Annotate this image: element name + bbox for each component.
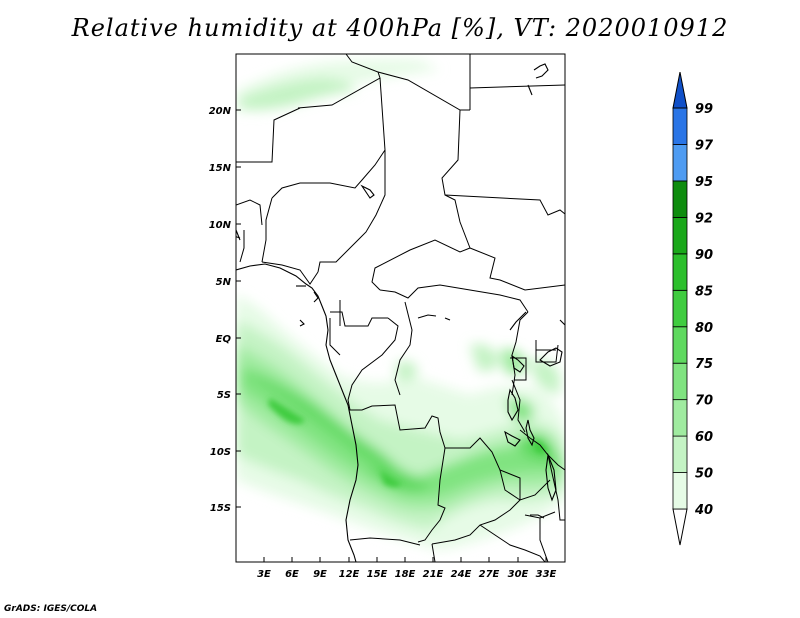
lon-tick-label: 6E bbox=[285, 569, 299, 580]
humidity-shading bbox=[236, 59, 565, 550]
lat-tick-label: 15S bbox=[210, 503, 231, 514]
lon-tick-label: 9E bbox=[313, 569, 327, 580]
colorbar-segment bbox=[672, 216, 688, 255]
lon-tick-label: 30E bbox=[508, 569, 529, 580]
colorbar-label: 95 bbox=[695, 175, 713, 190]
colorbar-segment bbox=[672, 180, 688, 218]
colorbar-label: 40 bbox=[694, 503, 713, 518]
colorbar-label: 80 bbox=[695, 321, 713, 336]
lon-tick-label: 18E bbox=[395, 569, 416, 580]
lon-tick-label: 33E bbox=[536, 569, 557, 580]
credit-text: GrADS: IGES/COLA bbox=[4, 604, 98, 614]
colorbar: 40 50 60 70 75 80 85 90 92 95 97 99 bbox=[672, 71, 714, 546]
colorbar-segment bbox=[672, 435, 688, 473]
colorbar-segment bbox=[672, 326, 688, 364]
colorbar-segment bbox=[672, 399, 688, 437]
colorbar-segment bbox=[672, 289, 688, 328]
map-title: Relative humidity at 400hPa [%], VT: 202… bbox=[71, 14, 729, 42]
colorbar-upper-triangle bbox=[672, 71, 688, 109]
colorbar-label: 60 bbox=[695, 430, 713, 445]
lat-tick-label: 20N bbox=[209, 106, 232, 117]
colorbar-label: 85 bbox=[695, 284, 713, 299]
colorbar-label: 75 bbox=[695, 357, 713, 372]
lon-tick-label: 24E bbox=[451, 569, 472, 580]
colorbar-segment bbox=[672, 107, 688, 145]
latitude-axis: 20N 15N 10N 5N EQ 5S 10S 15S bbox=[209, 106, 241, 514]
longitude-axis: 3E 6E 9E 12E 15E 18E 21E 24E 27E 30E 33E bbox=[257, 557, 557, 580]
lat-tick-label: 5N bbox=[216, 277, 232, 288]
colorbar-label: 92 bbox=[695, 211, 713, 226]
colorbar-label: 99 bbox=[695, 102, 713, 117]
colorbar-segment bbox=[672, 253, 688, 291]
lon-tick-label: 27E bbox=[479, 569, 500, 580]
colorbar-label: 90 bbox=[695, 248, 713, 263]
lon-tick-label: 12E bbox=[339, 569, 360, 580]
colorbar-lower-triangle bbox=[672, 508, 688, 546]
lat-tick-label: 10S bbox=[210, 447, 231, 458]
coastlines bbox=[236, 63, 565, 562]
lon-tick-label: 21E bbox=[423, 569, 444, 580]
colorbar-segment bbox=[672, 472, 688, 510]
lat-tick-label: 15N bbox=[209, 163, 232, 174]
lat-tick-label: EQ bbox=[216, 334, 232, 345]
colorbar-label: 70 bbox=[695, 394, 713, 409]
colorbar-label: 50 bbox=[695, 467, 713, 482]
lat-tick-label: 5S bbox=[217, 390, 231, 401]
colorbar-label: 97 bbox=[695, 139, 714, 154]
lat-tick-label: 10N bbox=[209, 220, 232, 231]
country-borders bbox=[236, 54, 565, 562]
lon-tick-label: 3E bbox=[257, 569, 271, 580]
lon-tick-label: 15E bbox=[367, 569, 388, 580]
colorbar-segment bbox=[672, 362, 688, 401]
map-frame bbox=[235, 53, 566, 563]
colorbar-segment bbox=[672, 144, 688, 182]
